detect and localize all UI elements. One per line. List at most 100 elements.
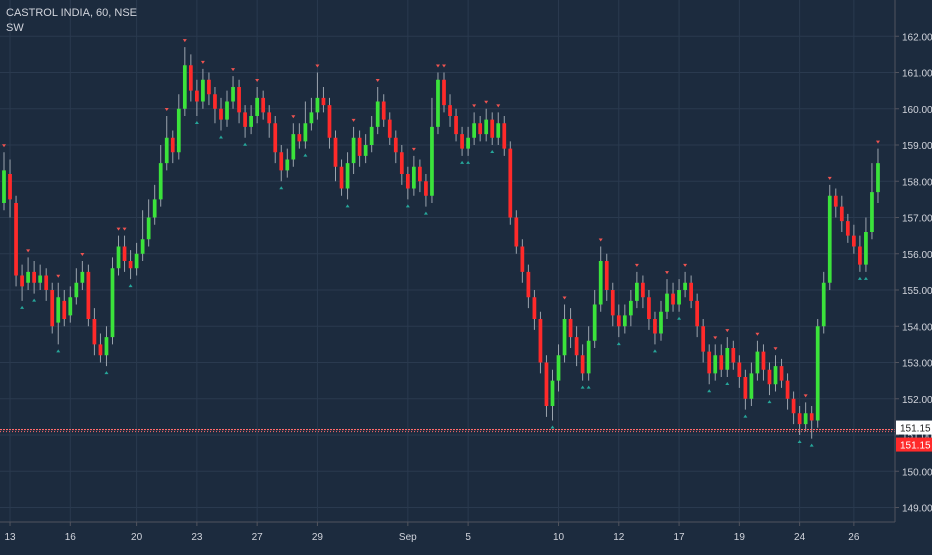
candles — [2, 47, 880, 439]
candle-body — [140, 239, 145, 254]
candle-body — [436, 79, 440, 127]
price-tick-label: 159.00 — [902, 141, 932, 152]
candle-body — [616, 315, 621, 327]
candle-body — [8, 174, 12, 200]
swing-high-marker — [200, 60, 205, 64]
candle-body — [538, 319, 543, 363]
swing-low-marker — [104, 371, 109, 375]
swing-low-marker — [32, 298, 37, 302]
time-axis: 13 16 20 23 27 29 Sep 5 10 12 17 19 24 26 — [0, 521, 895, 543]
candle-body — [26, 271, 30, 283]
swing-low-marker — [863, 276, 868, 280]
price-tick-label: 157.00 — [902, 214, 932, 225]
candle-body — [249, 116, 253, 127]
time-tick-label: 23 — [191, 532, 203, 543]
swing-low-marker — [743, 414, 748, 418]
swing-low-marker — [279, 186, 284, 190]
candle-body — [454, 116, 458, 135]
last-price-label-box — [896, 437, 932, 452]
swing-high-marker — [56, 274, 61, 278]
swing-high-marker — [255, 79, 260, 82]
candle-body — [255, 97, 260, 116]
candle-body — [285, 159, 290, 171]
candle-body — [815, 326, 820, 421]
candle-body — [466, 137, 470, 149]
candle-body — [182, 65, 187, 109]
candle-body — [357, 137, 362, 156]
swing-high-marker — [164, 108, 169, 111]
candle-body — [44, 275, 49, 290]
candle-body — [20, 275, 24, 287]
candle-body — [363, 145, 368, 156]
swing-low-marker — [616, 342, 621, 346]
candle-body — [279, 152, 284, 171]
candle-body — [243, 112, 247, 127]
candle-body — [2, 170, 6, 203]
price-tick-label: 149.00 — [902, 504, 932, 515]
candle-body — [448, 105, 452, 116]
time-tick-label: 12 — [613, 532, 625, 543]
time-tick-label: 29 — [312, 532, 324, 543]
candle-body — [315, 97, 320, 113]
candle-body — [68, 297, 73, 316]
candle-body — [574, 337, 579, 356]
candle-body — [273, 123, 278, 153]
candle-body — [98, 344, 103, 356]
time-tick-label: 19 — [734, 532, 746, 543]
candle-body — [689, 282, 693, 301]
swing-high-marker — [875, 140, 880, 144]
time-tick-label: 5 — [465, 532, 471, 543]
swing-high-marker — [803, 394, 808, 398]
candle-body — [779, 366, 784, 381]
candle-body — [219, 108, 223, 120]
price-tick-label: 158.00 — [902, 177, 932, 188]
swing-markers — [2, 39, 880, 447]
candle-body — [430, 126, 434, 196]
candle-body — [110, 268, 115, 338]
candle-body — [460, 134, 464, 149]
swing-high-marker — [351, 118, 356, 122]
swing-high-marker — [683, 263, 688, 267]
price-tick-label: 153.00 — [902, 359, 932, 370]
candle-body — [592, 304, 597, 341]
swing-high-marker — [598, 238, 603, 242]
candle-body — [418, 166, 422, 182]
swing-low-marker — [652, 349, 657, 353]
swing-high-marker — [435, 64, 440, 68]
candle-body — [152, 199, 157, 218]
time-tick-label: 10 — [553, 532, 565, 543]
candle-body — [876, 163, 880, 193]
candle-body — [478, 123, 483, 135]
swing-low-marker — [405, 204, 410, 208]
candle-body — [333, 137, 338, 167]
last-price-label-text: 151.15 — [900, 441, 931, 452]
candle-body — [369, 126, 374, 145]
swing-low-marker — [460, 160, 465, 164]
candle-body — [743, 377, 748, 399]
candle-body — [635, 282, 639, 301]
price-label-box — [896, 420, 932, 435]
candle-body — [225, 101, 229, 120]
candle-body — [526, 271, 531, 298]
candle-body — [827, 195, 832, 283]
candle-body — [701, 326, 706, 352]
candle-body — [520, 246, 525, 272]
candle-body — [647, 297, 651, 319]
candle-body — [737, 362, 742, 377]
candle-body — [683, 282, 687, 290]
price-tick-label: 162.00 — [902, 32, 932, 43]
time-tick-label: 24 — [794, 532, 806, 543]
candle-body — [32, 271, 37, 283]
candle-body — [50, 290, 55, 327]
swing-low-marker — [586, 385, 591, 389]
swing-low-marker — [857, 276, 862, 280]
candle-body — [833, 195, 838, 207]
swing-low-marker — [20, 305, 25, 309]
candle-body — [665, 293, 669, 312]
price-axis: 149.00 150.00 151.00 152.00 153.00 154.00 155.… — [894, 0, 932, 522]
candle-body — [858, 246, 862, 265]
swing-high-marker — [26, 249, 31, 253]
candle-body — [839, 206, 844, 222]
